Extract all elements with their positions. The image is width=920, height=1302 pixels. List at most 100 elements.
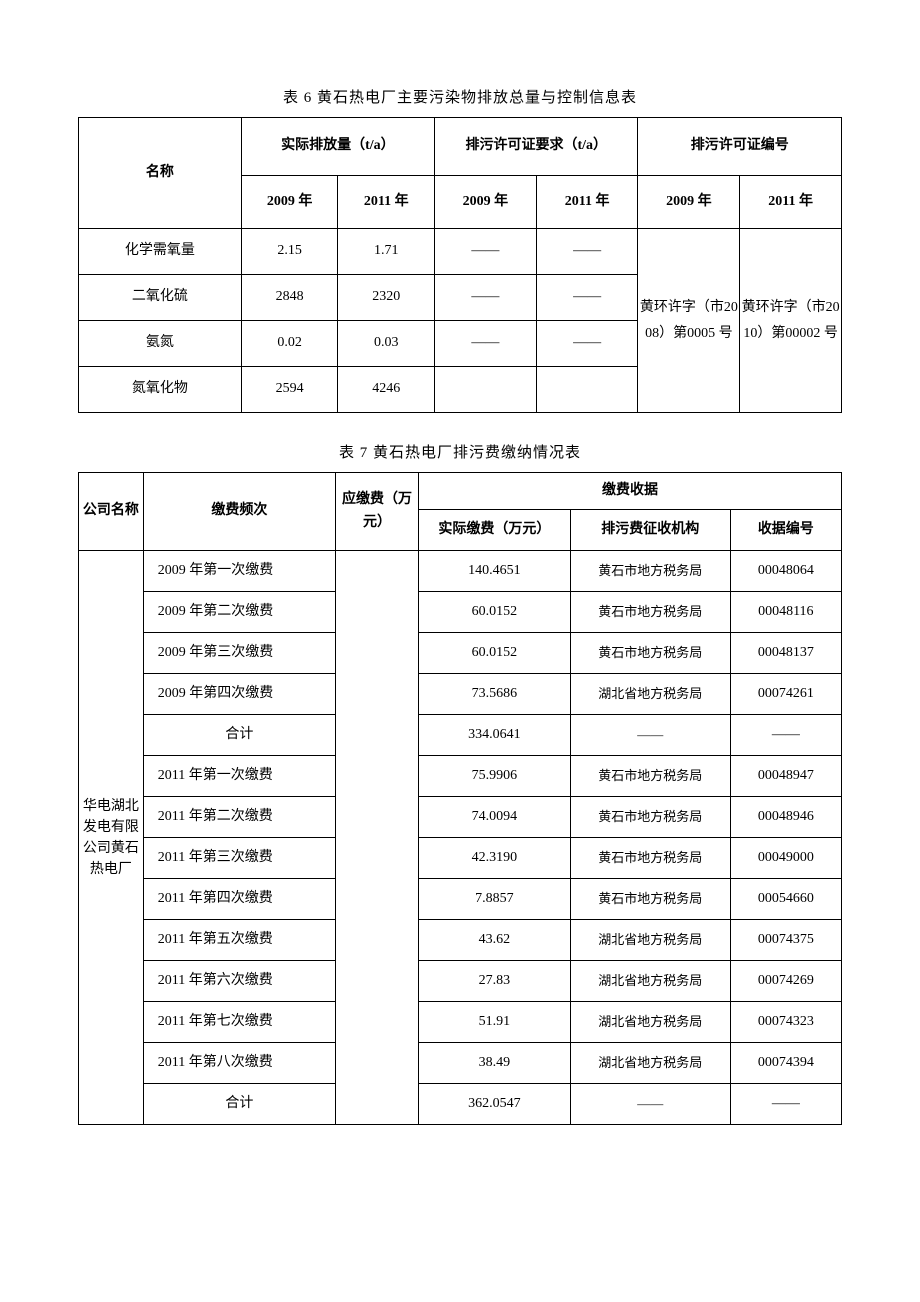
t7-r9-no: 00074375 (730, 920, 841, 961)
table7: 公司名称 缴费频次 应缴费（万元） 缴费收据 实际缴费（万元） 排污费征收机构 … (78, 472, 842, 1125)
t6-r0-r09: —— (435, 229, 537, 275)
t7-r6-freq: 2011 年第二次缴费 (143, 797, 335, 838)
t7-r7-actual: 42.3190 (418, 838, 570, 879)
t6-hdr-2009c: 2009 年 (638, 176, 740, 229)
t7-r1-no: 00048116 (730, 592, 841, 633)
t7-hdr-payable: 应缴费（万元） (336, 473, 419, 551)
t6-hdr-2011b: 2011 年 (536, 176, 638, 229)
t7-r11-actual: 51.91 (418, 1002, 570, 1043)
t7-hdr-freq: 缴费频次 (143, 473, 335, 551)
t7-r7-no: 00049000 (730, 838, 841, 879)
t7-hdr-actual: 实际缴费（万元） (418, 510, 570, 551)
t7-r4-freq: 合计 (143, 715, 335, 756)
t6-r1-name: 二氧化硫 (79, 275, 242, 321)
t6-r1-r11: —— (536, 275, 638, 321)
t7-r8-actual: 7.8857 (418, 879, 570, 920)
t6-r1-r09: —— (435, 275, 537, 321)
t6-r0-a09: 2.15 (241, 229, 338, 275)
t7-hdr-company: 公司名称 (79, 473, 144, 551)
t7-r8-agency: 黄石市地方税务局 (570, 879, 730, 920)
t7-r13-no: —— (730, 1084, 841, 1125)
t7-r0-freq: 2009 年第一次缴费 (143, 551, 335, 592)
t6-permit-2009: 黄环许字（市2008）第0005 号 (638, 229, 740, 413)
t7-r7-agency: 黄石市地方税务局 (570, 838, 730, 879)
t7-r2-actual: 60.0152 (418, 633, 570, 674)
t6-hdr-2009a: 2009 年 (241, 176, 338, 229)
t7-r10-no: 00074269 (730, 961, 841, 1002)
t7-r6-actual: 74.0094 (418, 797, 570, 838)
t7-r3-actual: 73.5686 (418, 674, 570, 715)
t7-r12-no: 00074394 (730, 1043, 841, 1084)
t6-r2-name: 氨氮 (79, 321, 242, 367)
t6-hdr-permitno: 排污许可证编号 (638, 118, 842, 176)
t6-r0-a11: 1.71 (338, 229, 435, 275)
t7-r5-freq: 2011 年第一次缴费 (143, 756, 335, 797)
t7-r10-freq: 2011 年第六次缴费 (143, 961, 335, 1002)
document-page: 表 6 黄石热电厂主要污染物排放总量与控制信息表 名称 实际排放量（t/a） 排… (0, 0, 920, 1302)
t6-hdr-2011c: 2011 年 (740, 176, 842, 229)
t7-r5-agency: 黄石市地方税务局 (570, 756, 730, 797)
t7-r11-freq: 2011 年第七次缴费 (143, 1002, 335, 1043)
t6-r3-a11: 4246 (338, 367, 435, 413)
t6-r2-r11: —— (536, 321, 638, 367)
t6-r3-r09 (435, 367, 537, 413)
t7-r4-actual: 334.0641 (418, 715, 570, 756)
t6-r3-name: 氮氧化物 (79, 367, 242, 413)
t6-r0-name: 化学需氧量 (79, 229, 242, 275)
t7-r5-no: 00048947 (730, 756, 841, 797)
t7-hdr-receipt: 缴费收据 (418, 473, 841, 510)
t7-r11-no: 00074323 (730, 1002, 841, 1043)
t7-r0-agency: 黄石市地方税务局 (570, 551, 730, 592)
t7-r13-agency: —— (570, 1084, 730, 1125)
t7-r9-agency: 湖北省地方税务局 (570, 920, 730, 961)
t6-hdr-actual: 实际排放量（t/a） (241, 118, 434, 176)
t7-company: 华电湖北发电有限公司黄石热电厂 (79, 551, 144, 1125)
t7-r1-freq: 2009 年第二次缴费 (143, 592, 335, 633)
t7-r0-actual: 140.4651 (418, 551, 570, 592)
t6-permit-2011: 黄环许字（市2010）第00002 号 (740, 229, 842, 413)
t7-r4-no: —— (730, 715, 841, 756)
t7-hdr-agency: 排污费征收机构 (570, 510, 730, 551)
t7-r1-actual: 60.0152 (418, 592, 570, 633)
t7-r12-freq: 2011 年第八次缴费 (143, 1043, 335, 1084)
t7-r8-freq: 2011 年第四次缴费 (143, 879, 335, 920)
t7-r10-agency: 湖北省地方税务局 (570, 961, 730, 1002)
t7-r12-actual: 38.49 (418, 1043, 570, 1084)
t7-r7-freq: 2011 年第三次缴费 (143, 838, 335, 879)
t7-r8-no: 00054660 (730, 879, 841, 920)
t7-r3-agency: 湖北省地方税务局 (570, 674, 730, 715)
t6-r2-a09: 0.02 (241, 321, 338, 367)
t7-r2-freq: 2009 年第三次缴费 (143, 633, 335, 674)
t7-r3-freq: 2009 年第四次缴费 (143, 674, 335, 715)
t6-hdr-2009b: 2009 年 (435, 176, 537, 229)
t6-r2-a11: 0.03 (338, 321, 435, 367)
t6-r2-r09: —— (435, 321, 537, 367)
t7-r3-no: 00074261 (730, 674, 841, 715)
table7-caption: 表 7 黄石热电厂排污费缴纳情况表 (78, 441, 842, 462)
t6-r3-r11 (536, 367, 638, 413)
table6: 名称 实际排放量（t/a） 排污许可证要求（t/a） 排污许可证编号 2009 … (78, 117, 842, 413)
t6-hdr-name: 名称 (79, 118, 242, 229)
t7-r12-agency: 湖北省地方税务局 (570, 1043, 730, 1084)
t7-r9-actual: 43.62 (418, 920, 570, 961)
t6-r0-r11: —— (536, 229, 638, 275)
t7-hdr-no: 收据编号 (730, 510, 841, 551)
t7-r6-agency: 黄石市地方税务局 (570, 797, 730, 838)
table6-caption: 表 6 黄石热电厂主要污染物排放总量与控制信息表 (78, 86, 842, 107)
t6-r1-a11: 2320 (338, 275, 435, 321)
t7-r11-agency: 湖北省地方税务局 (570, 1002, 730, 1043)
t7-r9-freq: 2011 年第五次缴费 (143, 920, 335, 961)
t6-r1-a09: 2848 (241, 275, 338, 321)
t7-r5-actual: 75.9906 (418, 756, 570, 797)
t6-r3-a09: 2594 (241, 367, 338, 413)
t7-r2-agency: 黄石市地方税务局 (570, 633, 730, 674)
t7-r1-agency: 黄石市地方税务局 (570, 592, 730, 633)
t6-hdr-2011a: 2011 年 (338, 176, 435, 229)
t7-r2-no: 00048137 (730, 633, 841, 674)
t7-r0-no: 00048064 (730, 551, 841, 592)
t7-r6-no: 00048946 (730, 797, 841, 838)
t7-payable-empty (336, 551, 419, 1125)
t6-hdr-permitreq: 排污许可证要求（t/a） (435, 118, 638, 176)
t7-r10-actual: 27.83 (418, 961, 570, 1002)
t7-r13-actual: 362.0547 (418, 1084, 570, 1125)
